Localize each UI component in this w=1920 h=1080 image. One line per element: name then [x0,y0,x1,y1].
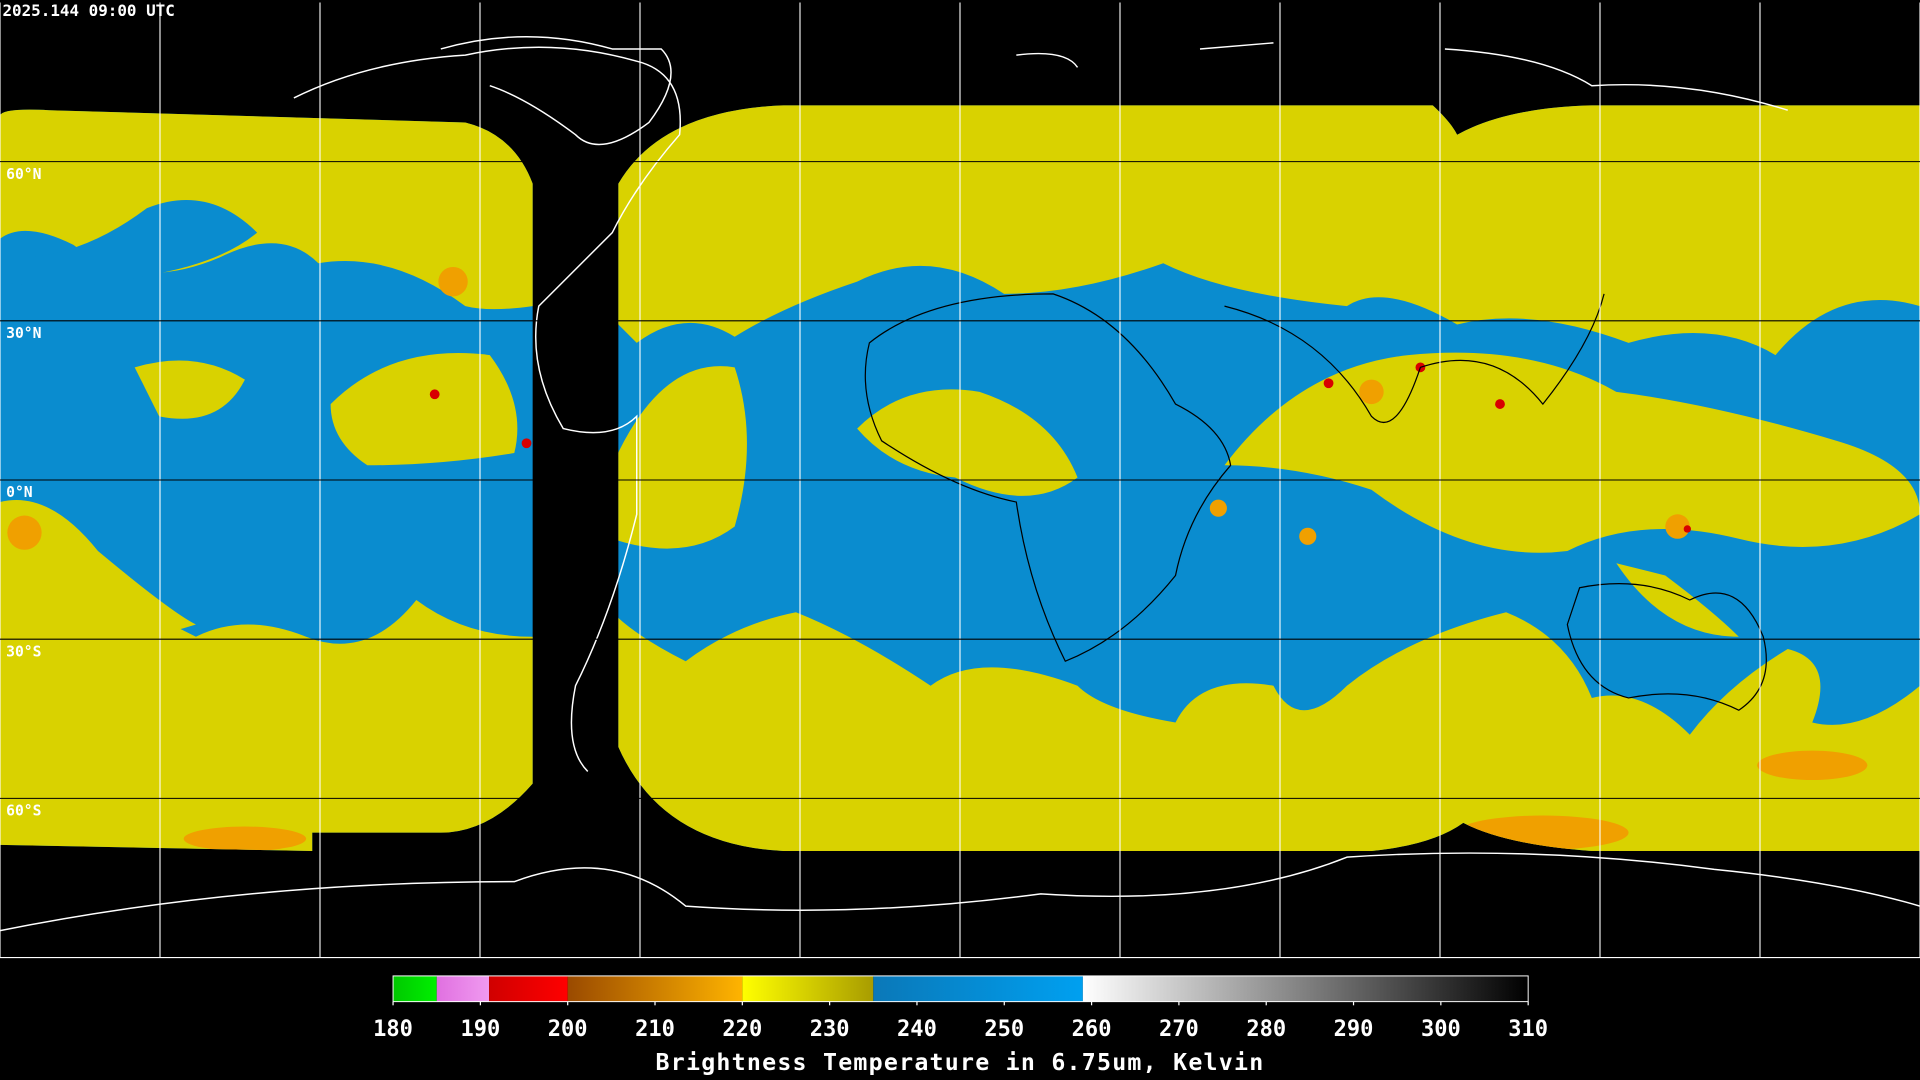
colorbar-band [742,975,874,1002]
colorbar-tick-label: 240 [897,1017,937,1042]
colorbar-tick-label: 190 [460,1017,500,1042]
timestamp: 2025.144 09:00 UTC [2,1,174,20]
lat-label: 0°N [6,484,33,501]
colorbar-band [489,975,568,1002]
colorbar-tick-label: 200 [548,1017,588,1042]
colorbar-title: Brightness Temperature in 6.75um, Kelvin [656,1049,1265,1076]
colorbar: 180 190 200 210 220 230 240 250 260 270 280 290 300 3… [373,975,1548,1042]
colorbar-band [567,975,743,1002]
colorbar-tick-label: 180 [373,1017,413,1042]
colorbar-frame [392,975,1529,1003]
colorbar-tick-label: 270 [1159,1017,1199,1042]
lat-label: 30°S [6,643,41,660]
lat-label: 60°N [6,166,41,183]
colorbar-tick-label: 300 [1421,1017,1461,1042]
lat-label: 30°N [6,325,41,342]
colorbar-band [873,975,1083,1002]
colorbar-tick-label: 310 [1508,1017,1548,1042]
colorbar-tick-label: 290 [1334,1017,1374,1042]
colorbar-band [1082,975,1529,1002]
colorbar-tick-label: 280 [1246,1017,1286,1042]
colorbar-tick-label: 250 [984,1017,1024,1042]
graticule: 60°N 30°N 0°N 30°S 60°S [0,2,1920,959]
colorbar-tick-label: 260 [1072,1017,1112,1042]
colorbar-tick-label: 220 [722,1017,762,1042]
colorbar-tick-label: 230 [810,1017,850,1042]
colorbar-tick-label: 210 [635,1017,675,1042]
colorbar-band [436,975,490,1002]
lat-label: 60°S [6,803,41,820]
colorbar-band [393,975,437,1002]
coastlines [0,36,1920,932]
